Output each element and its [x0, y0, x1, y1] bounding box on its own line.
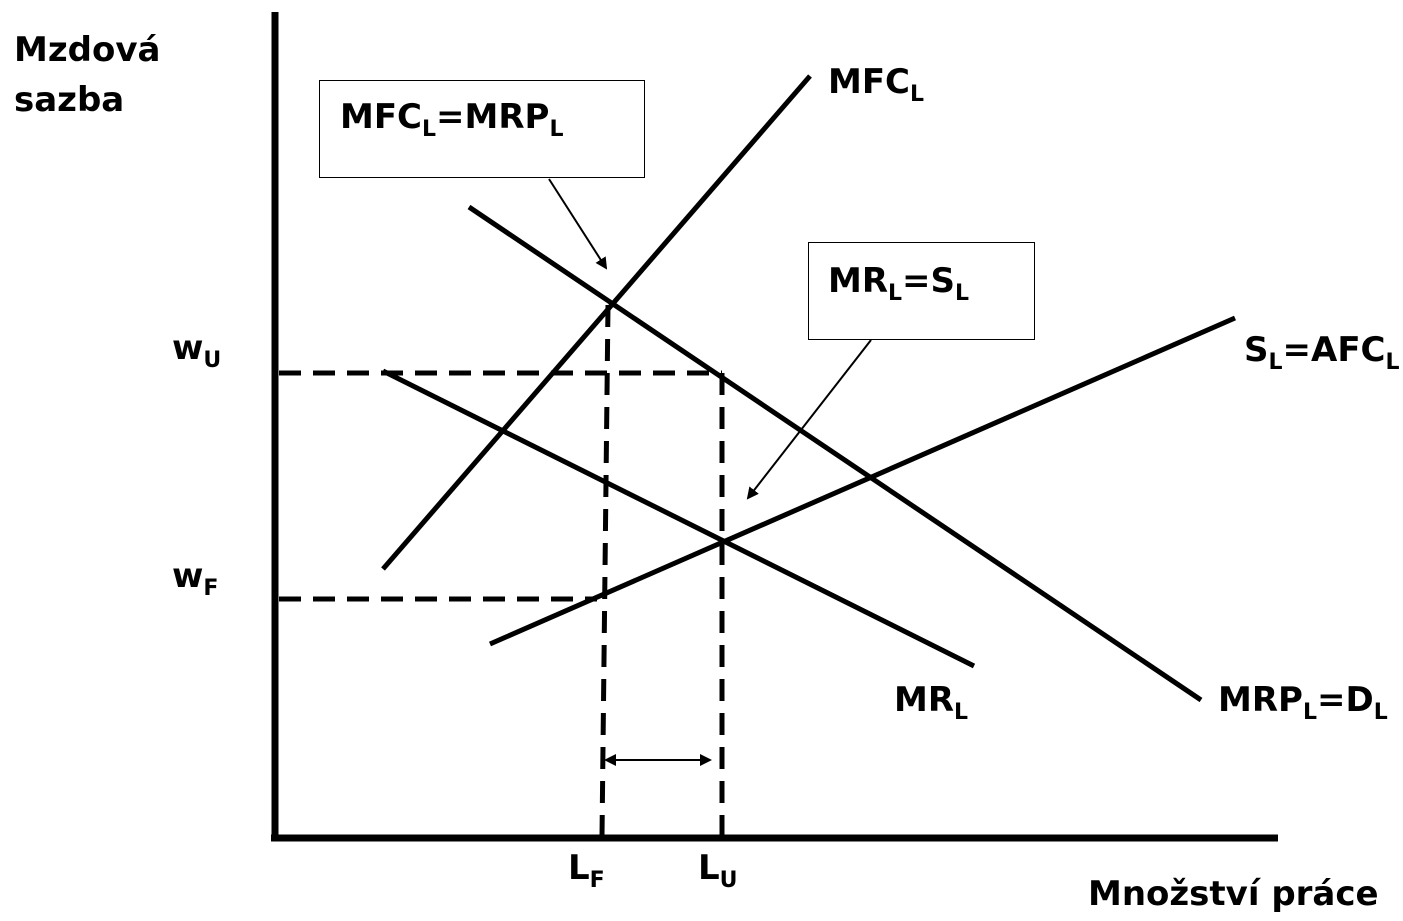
mr-s-callout: MRL=SL: [808, 242, 1035, 340]
l-f-guide: [599, 304, 611, 837]
y-axis-label-line1: Mzdová: [14, 30, 161, 70]
l-u-label: LU: [698, 848, 738, 893]
supply-afc-curve: [488, 315, 1237, 647]
mr-label: MRL: [894, 680, 969, 725]
l-f-label: LF: [568, 848, 605, 893]
w-u-label: wU: [172, 328, 222, 373]
mfc-mrp-pointer: [548, 178, 608, 270]
mrp-demand-label: MRPL=DL: [1218, 680, 1388, 725]
x-axis-label: Množství práce: [1088, 874, 1379, 914]
w-f-label: wF: [172, 556, 219, 601]
mrp-demand-curve: [467, 204, 1203, 703]
mr-curve: [381, 368, 976, 669]
mfc-mrp-callout: MFCL=MRPL: [319, 80, 645, 178]
mfc-curve: [381, 74, 812, 571]
mfc-label: MFCL: [828, 62, 925, 107]
supply-afc-label: SL=AFCL: [1244, 330, 1400, 375]
y-axis-label-line2: sazba: [14, 80, 125, 120]
mfc-mrp-callout-text: MFCL=MRPL: [340, 97, 564, 142]
mr-s-callout-text: MRL=SL: [828, 261, 970, 306]
mr-s-pointer: [746, 339, 872, 500]
